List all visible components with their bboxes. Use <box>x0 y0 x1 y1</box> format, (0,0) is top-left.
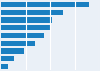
Bar <box>1 48 24 54</box>
Bar <box>1 10 64 15</box>
Bar <box>1 2 89 7</box>
Bar <box>1 25 50 30</box>
Bar <box>1 33 44 38</box>
Bar <box>1 64 8 69</box>
Bar <box>1 56 14 61</box>
Bar <box>1 17 52 23</box>
Bar <box>1 41 35 46</box>
